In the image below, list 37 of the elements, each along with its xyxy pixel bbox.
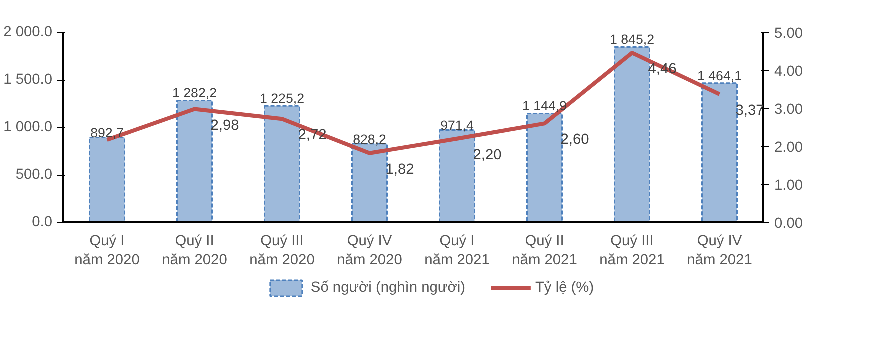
x-tick-label: Quý II năm 2020 (162, 234, 228, 269)
legend-label: Tỷ lệ (%) (535, 280, 594, 296)
data-label: 1 464,1 (698, 68, 742, 84)
y2-tick-label: 1.00 (774, 178, 804, 194)
y-tick-label: 0.0 (32, 214, 52, 230)
x-tick-label: Quý IV năm 2020 (337, 234, 402, 269)
x-tick-label: Quý IV năm 2021 (687, 234, 752, 269)
data-label: 828,2 (353, 132, 386, 147)
y-tick-label: 1 000.0 (4, 120, 53, 136)
y2-tick-label: 0.00 (774, 216, 804, 232)
bar (526, 112, 563, 222)
y-tick-label: 500.0 (16, 167, 53, 183)
data-label: 1 282,2 (172, 86, 217, 101)
data-label: 2,20 (473, 147, 502, 164)
data-label: 2,98 (210, 118, 240, 134)
y2-tick-label: 4.00 (774, 64, 804, 80)
x-tick-label: Quý II năm 2021 (512, 234, 578, 269)
bar (264, 105, 300, 222)
data-label: 1,82 (386, 162, 414, 178)
x-tick-label: Quý I năm 2020 (74, 234, 140, 269)
x-tick-label: Quý I năm 2021 (424, 234, 490, 269)
data-label: 1 845,2 (610, 32, 654, 48)
y2-tick-label: 2.00 (774, 140, 804, 156)
x-tick-label: Quý III năm 2021 (600, 234, 665, 269)
bar (702, 82, 738, 222)
data-label: 892,7 (90, 126, 124, 141)
x-tick-label: Quý III năm 2020 (250, 234, 315, 269)
bar (176, 100, 213, 222)
legend-label: Số người (nghìn người) (310, 280, 466, 296)
y-tick-label: 1 500.0 (4, 72, 53, 88)
data-label: 2,60 (560, 132, 590, 148)
data-label: 1 225,2 (260, 91, 304, 106)
y2-tick-label: 5.00 (774, 26, 804, 42)
y-tick-label: 2 000.0 (4, 24, 53, 40)
data-label: 971,4 (440, 118, 475, 134)
y2-tick-label: 3.00 (774, 102, 804, 118)
bar (614, 46, 650, 222)
